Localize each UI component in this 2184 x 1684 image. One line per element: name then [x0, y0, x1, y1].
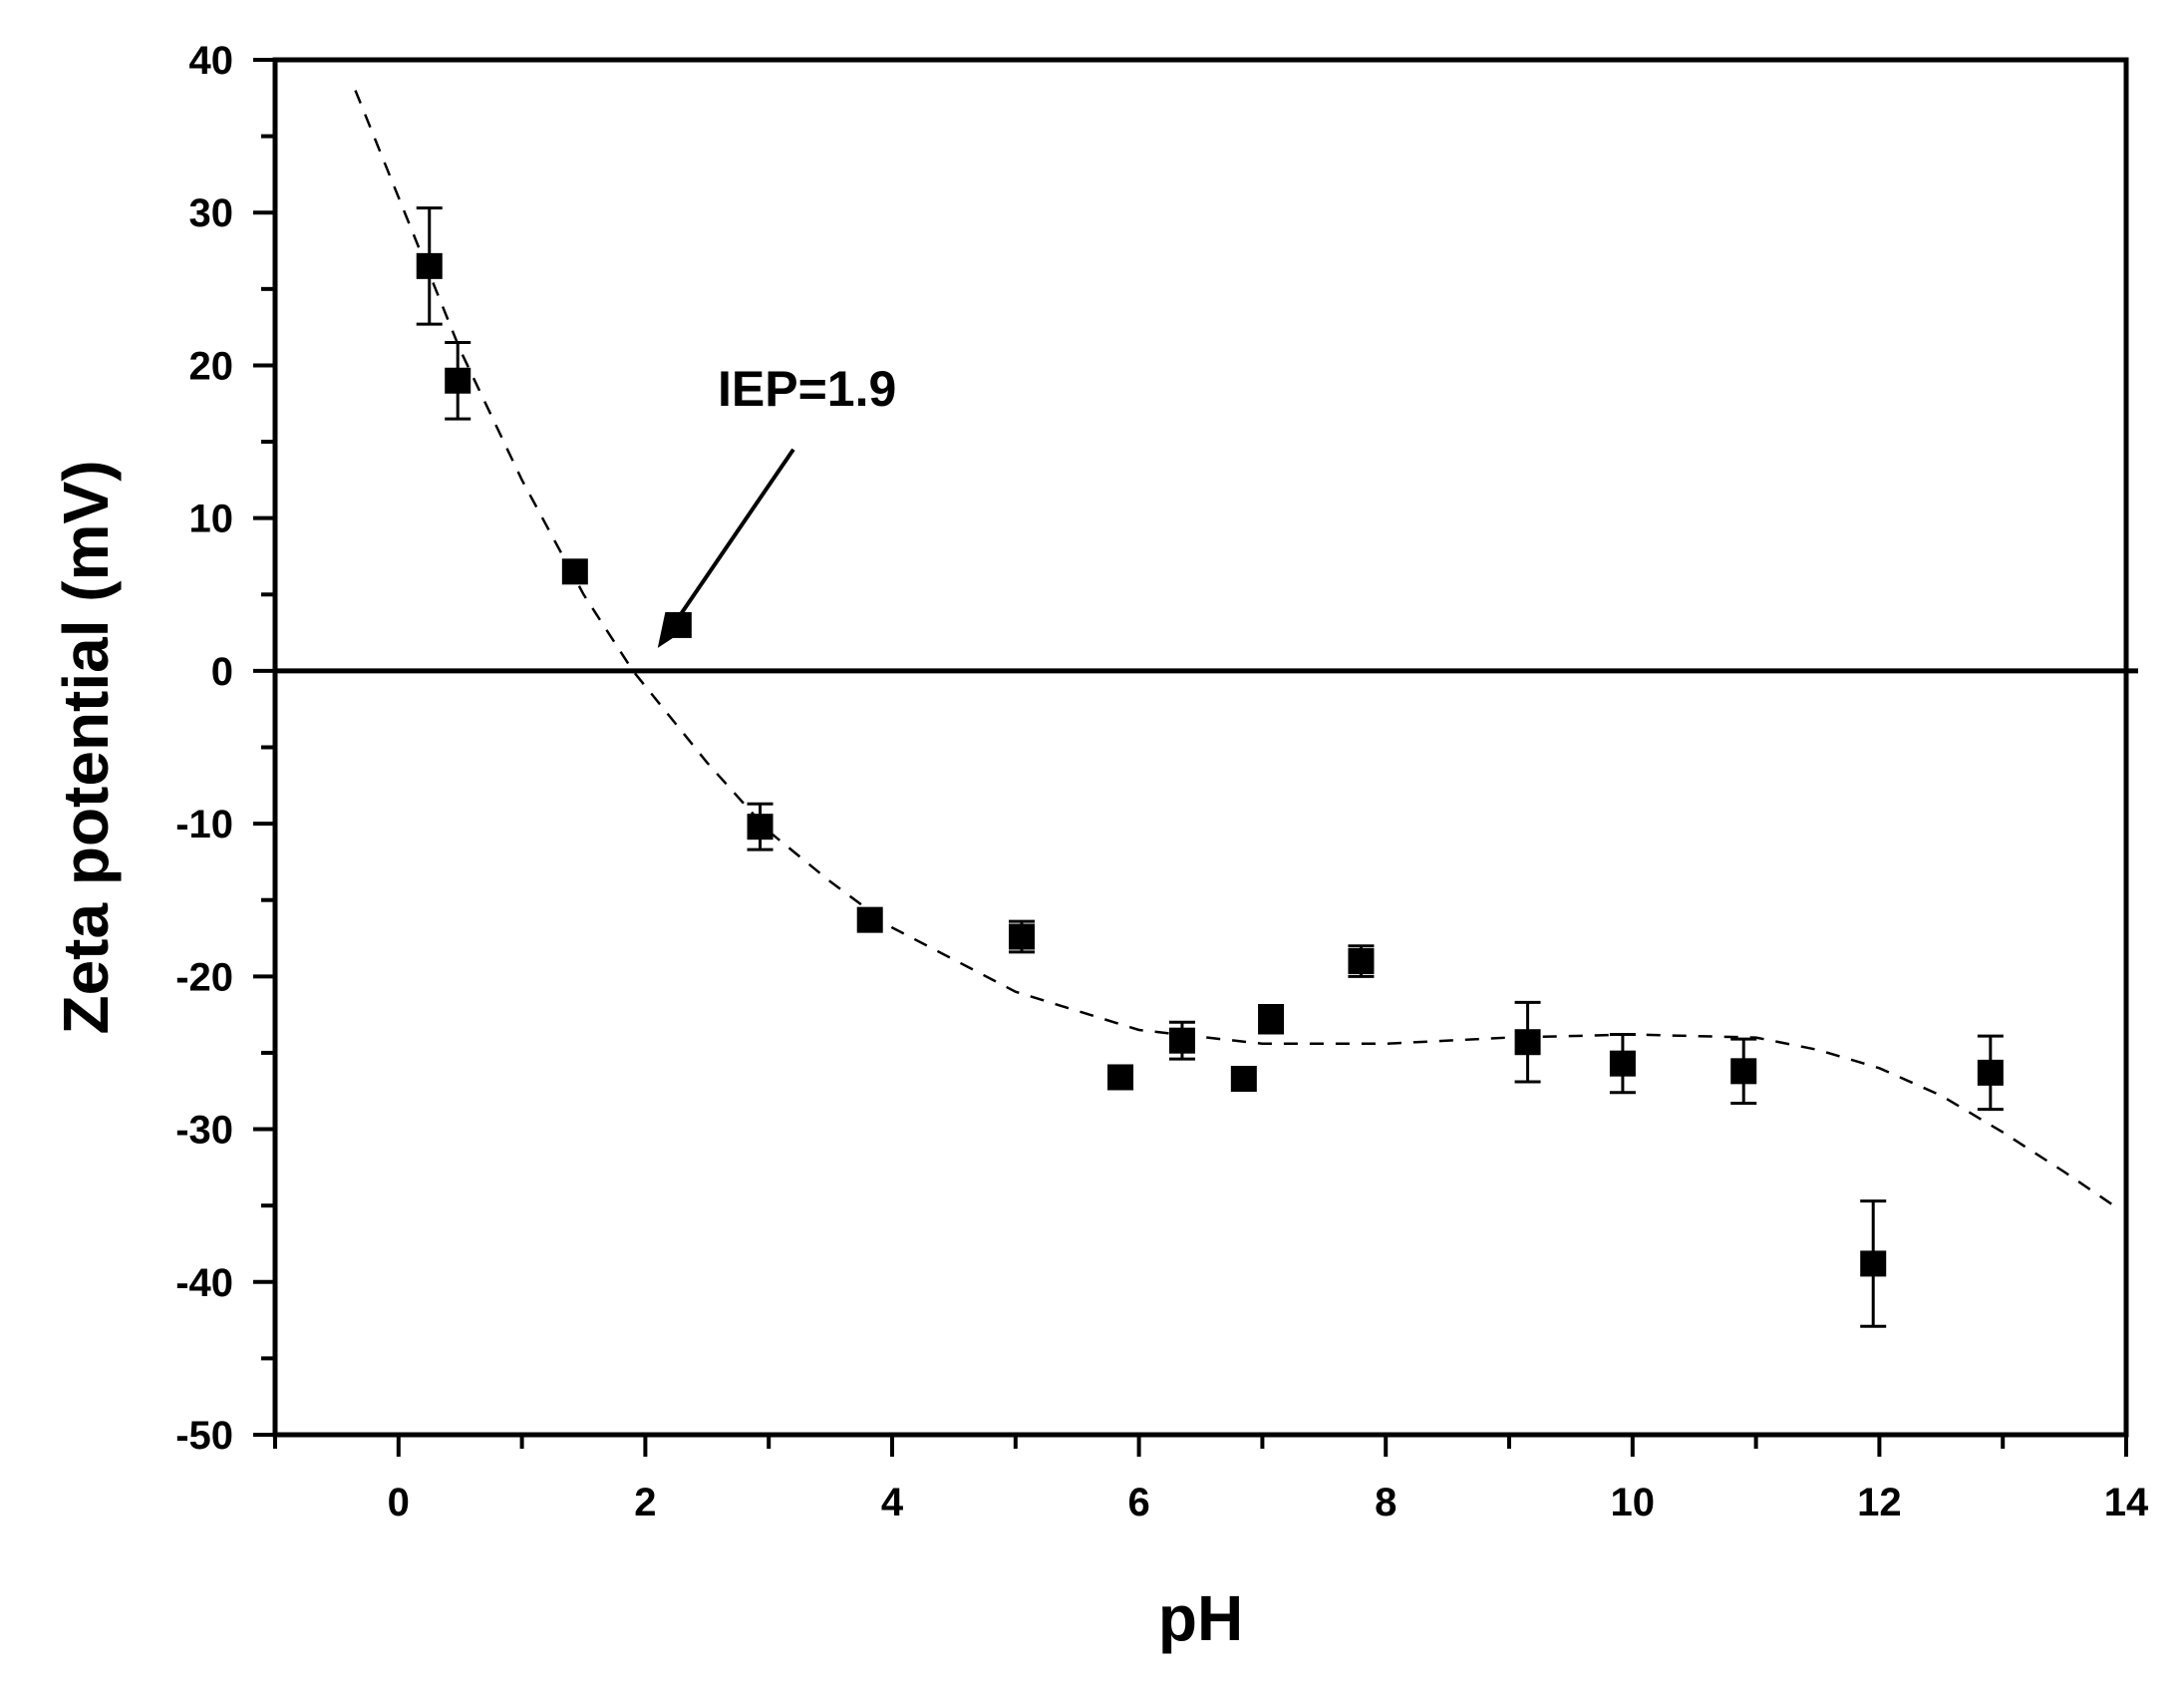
y-tick-label: -10	[175, 803, 233, 846]
data-point	[1168, 1020, 1195, 1061]
annotation-label: IEP=1.9	[718, 361, 896, 417]
data-marker	[416, 252, 443, 279]
data-points	[416, 206, 2004, 1328]
y-tick-label: 30	[189, 191, 234, 235]
data-marker	[1168, 1027, 1195, 1054]
data-marker	[1860, 1250, 1887, 1277]
x-tick-label: 8	[1375, 1481, 1397, 1524]
data-point	[1977, 1034, 2004, 1112]
data-marker	[561, 558, 588, 585]
y-tick-label: -50	[175, 1414, 233, 1458]
y-tick-label: -40	[175, 1261, 233, 1305]
y-tick-label: 10	[189, 498, 234, 541]
data-marker	[747, 814, 774, 841]
x-tick-label: 10	[1611, 1481, 1656, 1524]
data-marker	[1107, 1064, 1134, 1091]
annotation: IEP=1.9	[657, 361, 896, 648]
plot-frame	[272, 57, 2129, 1438]
x-tick-label: 0	[388, 1481, 410, 1524]
x-tick-label: 6	[1127, 1481, 1149, 1524]
data-point	[1230, 1065, 1257, 1092]
data-point	[1860, 1199, 1887, 1328]
data-point	[561, 558, 588, 585]
data-point	[856, 906, 883, 933]
data-marker	[1230, 1065, 1257, 1092]
y-tick-label: -20	[175, 955, 233, 999]
y-tick-label: 40	[189, 39, 234, 83]
data-marker	[1977, 1059, 2004, 1086]
data-point	[747, 802, 774, 851]
data-point	[1107, 1064, 1134, 1091]
x-tick-label: 14	[2104, 1481, 2149, 1524]
data-point	[1609, 1033, 1636, 1095]
data-marker	[1514, 1029, 1541, 1056]
y-axis-label: Zeta potential (mV)	[50, 460, 122, 1034]
axis-tick-labels: 0 2 4 6 8 10 12 14 40 30 20 10 0 -10 -20 -30 -40 -50	[175, 39, 2149, 1524]
y-tick-label: 0	[211, 650, 233, 694]
x-tick-label: 12	[1857, 1481, 1902, 1524]
x-tick-label: 4	[881, 1481, 904, 1524]
fit-curve-layer	[354, 90, 2115, 1207]
data-point	[1258, 1003, 1285, 1035]
annotation-arrow-head	[657, 611, 689, 648]
data-point	[1348, 944, 1375, 978]
axis-ticks	[253, 58, 2128, 1457]
data-marker	[1609, 1050, 1636, 1077]
data-marker	[856, 906, 883, 933]
y-tick-label: -30	[175, 1109, 233, 1153]
data-marker	[1008, 923, 1035, 950]
plot-border	[272, 57, 2129, 1438]
x-tick-label: 2	[634, 1481, 656, 1524]
fit-curve	[354, 90, 2115, 1207]
data-marker	[445, 367, 471, 394]
data-point	[416, 206, 443, 326]
data-point	[445, 340, 471, 421]
data-point	[1730, 1037, 1757, 1106]
data-marker	[1348, 948, 1375, 975]
data-marker	[1730, 1058, 1757, 1085]
x-axis-label: pH	[1158, 1582, 1243, 1654]
data-point	[1514, 1000, 1541, 1084]
data-point	[1008, 919, 1035, 954]
y-tick-label: 20	[189, 344, 234, 388]
data-marker	[1258, 1006, 1285, 1033]
annotation-arrow-line	[675, 448, 795, 621]
